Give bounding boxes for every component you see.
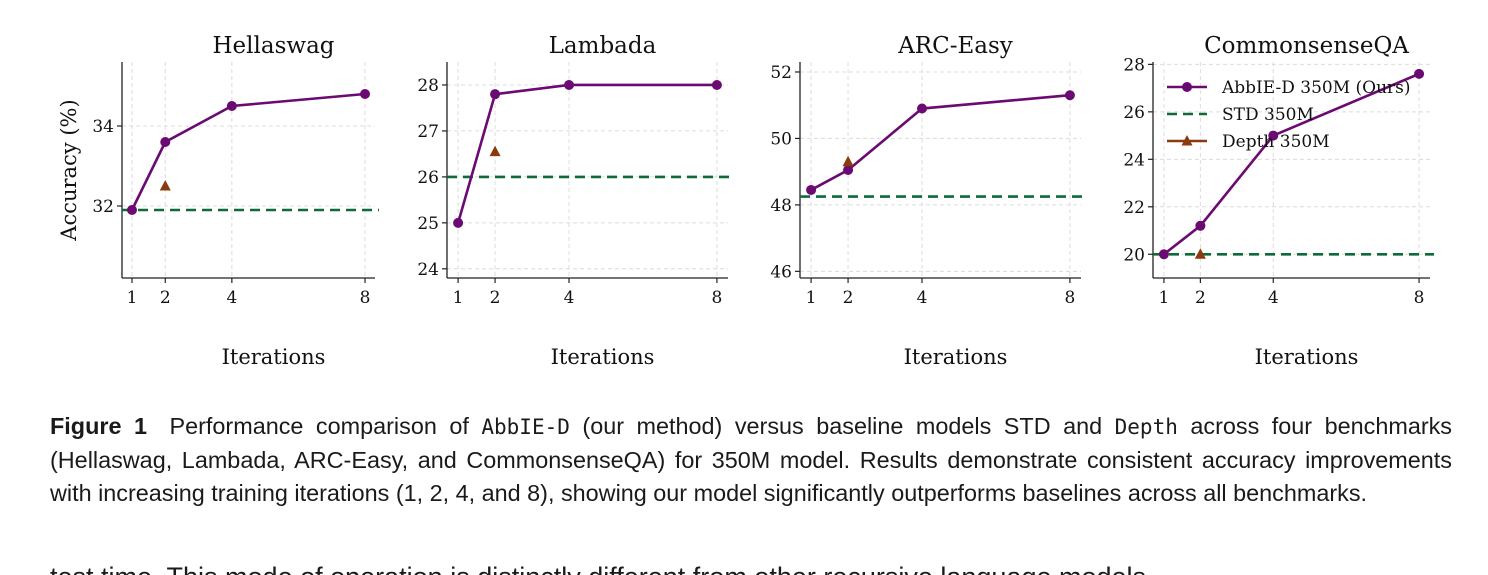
x-tick-label: 4 — [226, 288, 237, 308]
y-tick-label: 50 — [770, 129, 792, 149]
body-text-line: test time. This mode of operation is dis… — [50, 562, 1452, 575]
abbie-data-point — [564, 79, 575, 90]
y-tick-label: 25 — [417, 214, 439, 234]
abbie-data-point — [711, 79, 722, 90]
x-tick-label: 4 — [564, 288, 575, 308]
y-tick-label: 46 — [770, 262, 792, 282]
caption-depth-name: Depth — [1114, 415, 1178, 439]
caption-part1: Performance comparison of — [169, 413, 469, 439]
figure-caption: Figure 1 Performance comparison of AbbIE… — [50, 410, 1452, 510]
chart-title: Lambada — [549, 33, 657, 59]
x-tick-label: 4 — [917, 288, 928, 308]
legend-std-label: STD 350M — [1222, 105, 1314, 125]
legend-depth-label: Depth 350M — [1222, 132, 1330, 152]
x-tick-label: 1 — [806, 288, 817, 308]
x-tick-label: 8 — [1064, 288, 1075, 308]
abbie-data-point — [453, 217, 464, 228]
abbie-series-line — [810, 93, 1071, 192]
x-tick-label: 1 — [453, 288, 464, 308]
x-tick-label: 2 — [1195, 288, 1206, 308]
depth-data-point — [489, 145, 501, 157]
x-axis-title: Iterations — [904, 345, 1008, 369]
depth-data-point — [159, 180, 171, 191]
abbie-data-point — [806, 184, 817, 195]
x-tick-label: 2 — [160, 288, 171, 308]
legend-abbie-marker — [1182, 82, 1192, 92]
x-tick-label: 2 — [490, 288, 501, 308]
caption-model-name: AbbIE-D — [481, 415, 570, 439]
abbie-data-point — [160, 137, 171, 147]
abbie-data-point — [1195, 220, 1206, 231]
y-axis-title: Accuracy (%) — [57, 99, 81, 241]
abbie-series-line — [130, 92, 366, 211]
abbie-data-point — [1158, 249, 1169, 260]
abbie-data-point — [1064, 90, 1075, 101]
x-tick-label: 8 — [1414, 288, 1425, 308]
x-axis-title: Iterations — [551, 345, 655, 369]
depth-data-point — [1194, 248, 1206, 259]
abbie-data-point — [1268, 130, 1279, 141]
caption-part2: (our method) versus baseline models STD … — [582, 413, 1103, 439]
panel-hellaswag: 1 2 4 8 32 34 Hellaswag Iterations — [92, 33, 379, 369]
chart-title: CommonsenseQA — [1204, 33, 1409, 59]
caption-part3: across four benchmarks (Hellaswag, Lamba… — [50, 413, 1453, 506]
x-tick-label: 4 — [1268, 288, 1279, 308]
y-tick-label: 24 — [1123, 150, 1145, 170]
legend-depth-marker — [1181, 135, 1193, 146]
x-tick-label: 1 — [127, 288, 138, 308]
y-tick-label: 22 — [1123, 198, 1145, 218]
y-tick-label: 34 — [92, 117, 114, 137]
y-tick-label: 20 — [1123, 245, 1145, 265]
y-tick-label: 28 — [1123, 55, 1145, 75]
y-tick-label: 52 — [770, 63, 792, 83]
chart-title: Hellaswag — [212, 33, 334, 59]
abbie-data-point — [126, 205, 137, 215]
x-tick-label: 2 — [843, 288, 854, 308]
abbie-data-point — [1414, 68, 1425, 79]
x-axis-title: Iterations — [1255, 345, 1359, 369]
caption-label: Figure 1 — [50, 413, 147, 439]
y-tick-label: 48 — [770, 196, 792, 216]
y-tick-label: 28 — [417, 76, 439, 96]
y-tick-label: 27 — [417, 122, 439, 142]
x-tick-label: 8 — [360, 288, 371, 308]
chart-title: ARC-Easy — [897, 33, 1013, 59]
y-tick-label: 24 — [417, 260, 439, 280]
depth-data-point — [842, 155, 854, 167]
abbie-data-point — [226, 101, 237, 111]
legend-abbie-label: AbbIE-D 350M (Ours) — [1221, 78, 1411, 98]
y-tick-label: 26 — [1123, 103, 1145, 123]
x-tick-label: 1 — [1159, 288, 1170, 308]
abbie-data-point — [843, 165, 854, 175]
chart-legend: AbbIE-D 350M (Ours) STD 350M Depth 350M — [1167, 78, 1411, 152]
x-axis-title: Iterations — [222, 345, 326, 369]
x-tick-label: 8 — [711, 288, 722, 308]
y-tick-label: 32 — [92, 197, 114, 217]
y-tick-label: 26 — [417, 168, 439, 188]
abbie-data-point — [360, 89, 371, 99]
abbie-data-point — [490, 89, 501, 100]
abbie-data-point — [917, 103, 928, 114]
abbie-series-line — [456, 83, 717, 224]
panel-commonsenseqa: 1 2 4 82022242628CommonsenseQAIterationsAbb… — [1123, 33, 1434, 369]
abbie-series-line — [1163, 72, 1420, 256]
